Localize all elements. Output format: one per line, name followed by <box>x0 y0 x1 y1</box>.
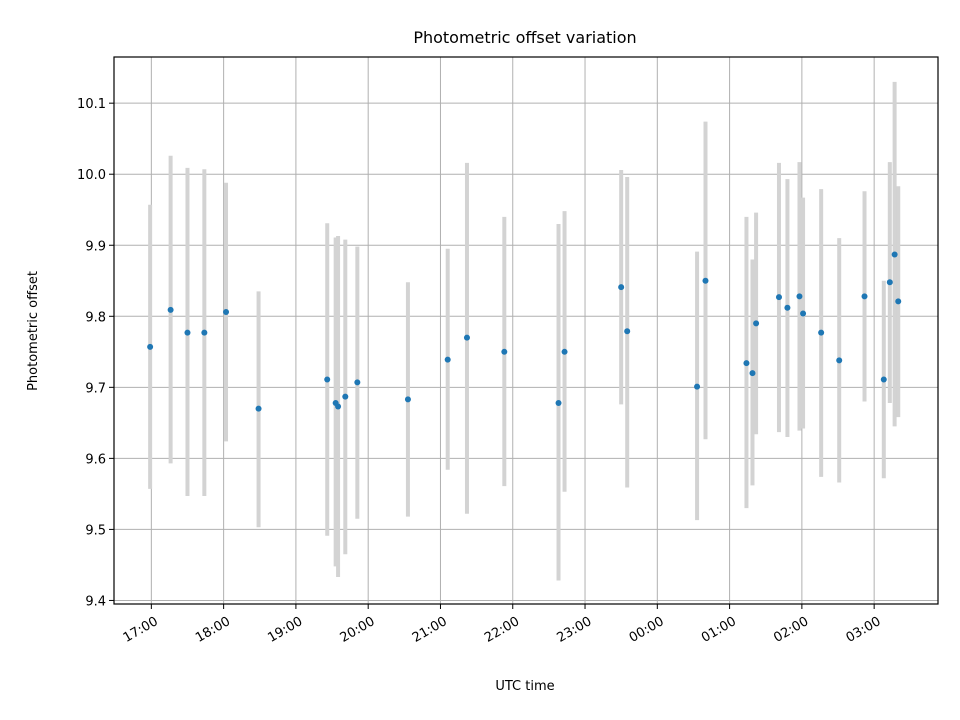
x-tick-label: 21:00 <box>410 614 450 646</box>
data-point <box>324 376 331 383</box>
chart-title: Photometric offset variation <box>413 28 636 47</box>
data-point <box>354 379 361 386</box>
plot-frame <box>113 56 939 605</box>
data-point <box>404 396 411 403</box>
data-point <box>796 293 803 300</box>
y-tick-label: 9.4 <box>85 594 106 609</box>
x-tick-label: 19:00 <box>265 614 305 646</box>
data-point <box>836 357 843 364</box>
grid <box>114 57 938 604</box>
error-bars <box>148 81 901 581</box>
data-point <box>702 277 709 284</box>
data-point <box>775 294 782 301</box>
data-point <box>753 320 760 327</box>
data-point <box>743 360 750 367</box>
x-axis-ticks: 17:00 18:00 19:00 20:00 21:00 22:00 23:00 00:00… <box>121 604 884 646</box>
data-point <box>201 329 208 336</box>
y-tick-label: 9.9 <box>85 239 106 254</box>
x-tick-label: 20:00 <box>338 614 378 646</box>
data-point <box>255 405 262 412</box>
data-point <box>880 376 887 383</box>
data-point <box>800 310 807 317</box>
data-point <box>555 399 562 406</box>
data-point <box>335 403 342 410</box>
y-tick-label: 9.6 <box>85 452 106 467</box>
data-point <box>223 309 230 316</box>
x-tick-label: 23:00 <box>554 614 594 646</box>
data-point <box>624 328 631 335</box>
y-axis-ticks: 9.4 9.5 9.6 9.7 9.8 9.9 10.0 10.1 <box>77 97 114 609</box>
y-tick-label: 9.8 <box>85 310 106 325</box>
x-tick-label: 22:00 <box>482 614 522 646</box>
x-tick-label: 00:00 <box>627 614 667 646</box>
data-point <box>694 383 701 390</box>
data-point <box>784 304 791 311</box>
x-tick-label: 01:00 <box>699 614 739 646</box>
data-point <box>891 251 898 258</box>
y-axis-label: Photometric offset <box>26 271 41 391</box>
data-point <box>184 329 191 336</box>
data-point <box>818 329 825 336</box>
y-tick-label: 10.1 <box>77 97 106 112</box>
y-tick-label: 9.7 <box>85 381 106 396</box>
x-axis-label: UTC time <box>495 679 554 694</box>
data-point <box>861 293 868 300</box>
x-tick-label: 03:00 <box>844 614 884 646</box>
data-point <box>167 306 174 313</box>
data-point <box>147 343 154 350</box>
x-tick-label: 02:00 <box>771 614 811 646</box>
data-point <box>886 279 893 286</box>
y-tick-label: 10.0 <box>77 168 106 183</box>
data-point <box>749 370 756 377</box>
data-point <box>618 284 625 291</box>
x-tick-label: 17:00 <box>121 614 161 646</box>
data-points <box>147 251 902 412</box>
data-point <box>501 348 508 355</box>
data-point <box>895 298 902 305</box>
data-point <box>444 356 451 363</box>
data-point <box>463 334 470 341</box>
x-tick-label: 18:00 <box>193 614 233 646</box>
y-tick-label: 9.5 <box>85 523 106 538</box>
data-point <box>561 348 568 355</box>
data-point <box>342 393 349 400</box>
